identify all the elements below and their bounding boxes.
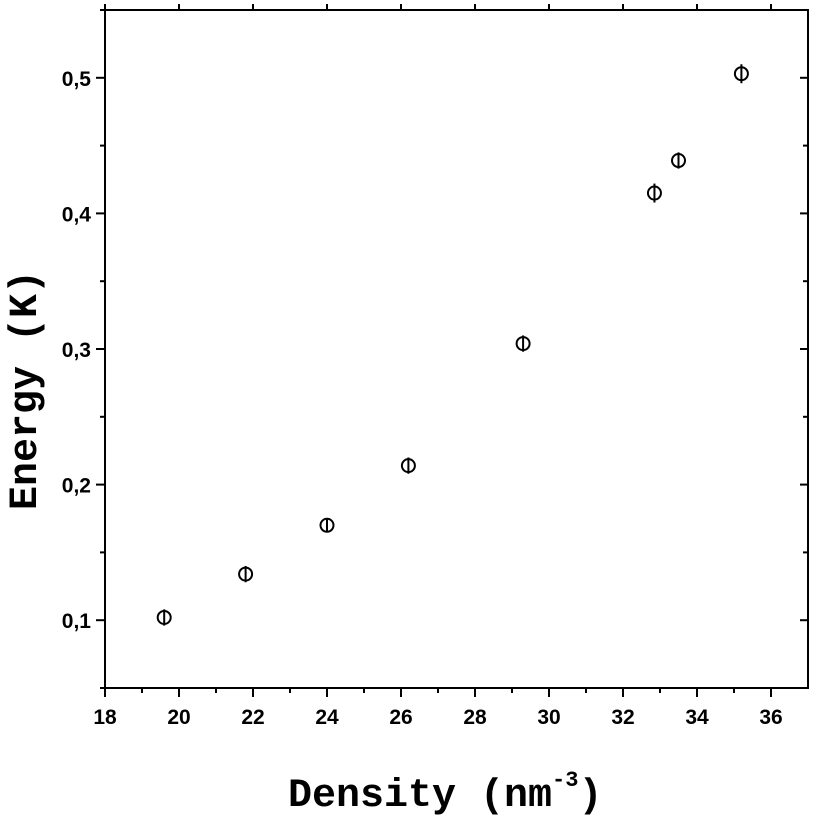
x-tick-label: 24 — [315, 706, 339, 729]
x-tick-label: 26 — [389, 706, 412, 729]
y-axis-title: Energy (K) — [4, 270, 49, 510]
x-tick-label: 18 — [93, 706, 117, 729]
y-tick-label: 0,4 — [62, 203, 92, 226]
x-axis-title: Density (nm-3) — [288, 768, 602, 817]
data-point — [733, 64, 749, 84]
point-marker — [319, 517, 335, 533]
point-marker — [671, 153, 686, 169]
x-tick-label: 30 — [537, 706, 560, 729]
axis-ticks — [96, 4, 808, 697]
y-tick-label: 0,3 — [62, 339, 91, 362]
point-marker — [156, 609, 172, 625]
x-axis-title-main: Density (nm — [288, 774, 552, 817]
y-tick-label: 0,2 — [62, 475, 91, 498]
point-marker — [515, 336, 531, 352]
point-marker — [238, 566, 254, 582]
data-point — [156, 609, 172, 626]
point-marker — [400, 458, 416, 474]
data-point — [238, 565, 254, 583]
x-tick-label: 36 — [759, 706, 782, 729]
data-point — [319, 517, 335, 533]
data-points — [156, 64, 749, 626]
x-axis-title-suffix: ) — [578, 774, 602, 817]
data-point — [671, 152, 686, 169]
data-point — [515, 335, 531, 352]
data-point — [400, 457, 416, 474]
x-tick-label: 20 — [167, 706, 190, 729]
y-tick-label: 0,1 — [62, 610, 92, 633]
x-axis-title-superscript: -3 — [552, 768, 578, 793]
x-tick-labels: 18 20 22 24 26 28 30 32 34 36 — [93, 706, 782, 729]
y-tick-label: 0,5 — [62, 68, 92, 91]
y-tick-labels: 0,1 0,2 0,3 0,4 0,5 — [62, 68, 92, 633]
point-marker — [733, 66, 749, 82]
plot-frame — [104, 9, 809, 689]
point-marker — [646, 185, 662, 201]
x-tick-label: 22 — [241, 706, 264, 729]
data-point — [646, 183, 662, 203]
x-tick-label: 28 — [463, 706, 487, 729]
x-tick-label: 34 — [685, 706, 709, 729]
x-tick-label: 32 — [611, 706, 634, 729]
